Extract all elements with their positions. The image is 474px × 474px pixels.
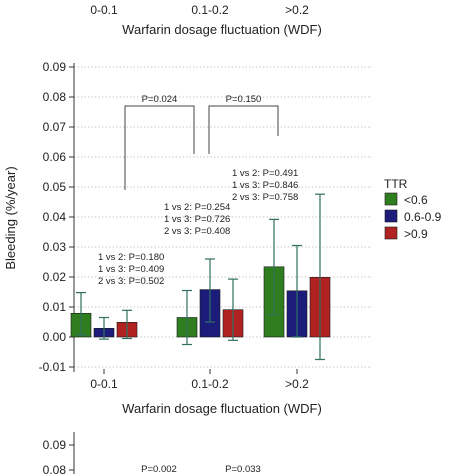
top-category-label: 0.1-0.2 (191, 3, 229, 17)
legend-title: TTR (384, 177, 408, 191)
x-axis-title: Warfarin dosage fluctuation (WDF) (122, 401, 322, 416)
y-tick-label: 0.02 (43, 270, 67, 284)
p-value-annotation: 2 vs 3: P=0.758 (232, 192, 298, 203)
x-axis-ticks: 0-0.1 0.1-0.2 >0.2 (90, 369, 309, 391)
y-tick-label: 0.03 (43, 240, 67, 254)
y-tick-label: 0.00 (43, 330, 67, 344)
legend-label: >0.9 (404, 227, 428, 241)
top-crop: 0-0.1 0.1-0.2 >0.2 Warfarin dosage fluct… (90, 3, 322, 37)
y-tick-label: 0.09 (43, 60, 67, 74)
p-value-annotation: 1 vs 3: P=0.409 (98, 264, 164, 275)
legend-swatch (384, 192, 398, 206)
error-bar (122, 309, 132, 340)
p-value-annotation: 2 vs 3: P=0.502 (98, 276, 164, 287)
error-bar (228, 278, 238, 341)
y-tick-label: 0.04 (43, 210, 67, 224)
bottom-bracket-p-value: P=0.033 (225, 464, 261, 474)
bottom-crop: 0.09 0.08 P=0.002 P=0.033 (43, 438, 261, 474)
legend-item: >0.9 (384, 226, 428, 241)
x-tick-label: 0.1-0.2 (191, 377, 229, 391)
error-bars (76, 193, 325, 361)
bracket-p-value: P=0.150 (226, 94, 262, 105)
significance-bracket (208, 105, 279, 154)
error-bar (292, 244, 302, 338)
bottom-y-tick-label: 0.08 (43, 463, 67, 474)
y-tick-label: 0.08 (43, 90, 67, 104)
bottom-bracket-p-value: P=0.002 (141, 464, 177, 474)
legend-label: 0.6-0.9 (404, 210, 442, 224)
x-tick-label: 0-0.1 (90, 377, 118, 391)
bracket-p-value: P=0.024 (142, 94, 178, 105)
top-category-label: 0-0.1 (90, 3, 118, 17)
p-value-annotation: 1 vs 3: P=0.846 (232, 180, 298, 191)
y-tick-label: -0.01 (39, 360, 67, 374)
p-value-annotation: 1 vs 2: P=0.491 (232, 168, 298, 179)
significance-bracket (124, 105, 195, 190)
legend-swatch (384, 209, 398, 223)
legend-label: <0.6 (404, 193, 428, 207)
y-tick-label: 0.07 (43, 120, 67, 134)
y-axis-ticks: -0.01 0.00 0.01 0.02 0.03 0.04 0.05 0.06 0.07 0.0… (39, 60, 74, 374)
significance-brackets: P=0.024 P=0.150 (124, 94, 279, 190)
error-bar (205, 258, 215, 323)
p-value-annotation: 2 vs 3: P=0.408 (164, 226, 230, 237)
p-value-annotation: 1 vs 2: P=0.254 (164, 202, 230, 213)
y-axis-title: Bleeding (%/year) (3, 166, 18, 269)
y-tick-label: 0.06 (43, 150, 67, 164)
legend-swatch (384, 226, 398, 240)
y-tick-label: 0.05 (43, 180, 67, 194)
legend-item: <0.6 (384, 192, 428, 207)
error-bar (315, 193, 325, 361)
x-tick-label: >0.2 (285, 377, 309, 391)
bottom-y-tick-label: 0.09 (43, 438, 67, 452)
y-tick-label: 0.01 (43, 300, 67, 314)
error-bar (99, 316, 109, 340)
error-bar (182, 289, 192, 346)
top-category-label: >0.2 (285, 3, 309, 17)
p-value-annotation: 1 vs 3: P=0.726 (164, 214, 230, 225)
legend-item: 0.6-0.9 (384, 209, 442, 224)
error-bar (76, 292, 86, 336)
top-x-axis-title: Warfarin dosage fluctuation (WDF) (122, 22, 322, 37)
error-bar (269, 218, 279, 316)
legend: TTR <0.6 0.6-0.9 >0.9 (384, 177, 442, 241)
p-value-annotation: 1 vs 2: P=0.180 (98, 252, 164, 263)
